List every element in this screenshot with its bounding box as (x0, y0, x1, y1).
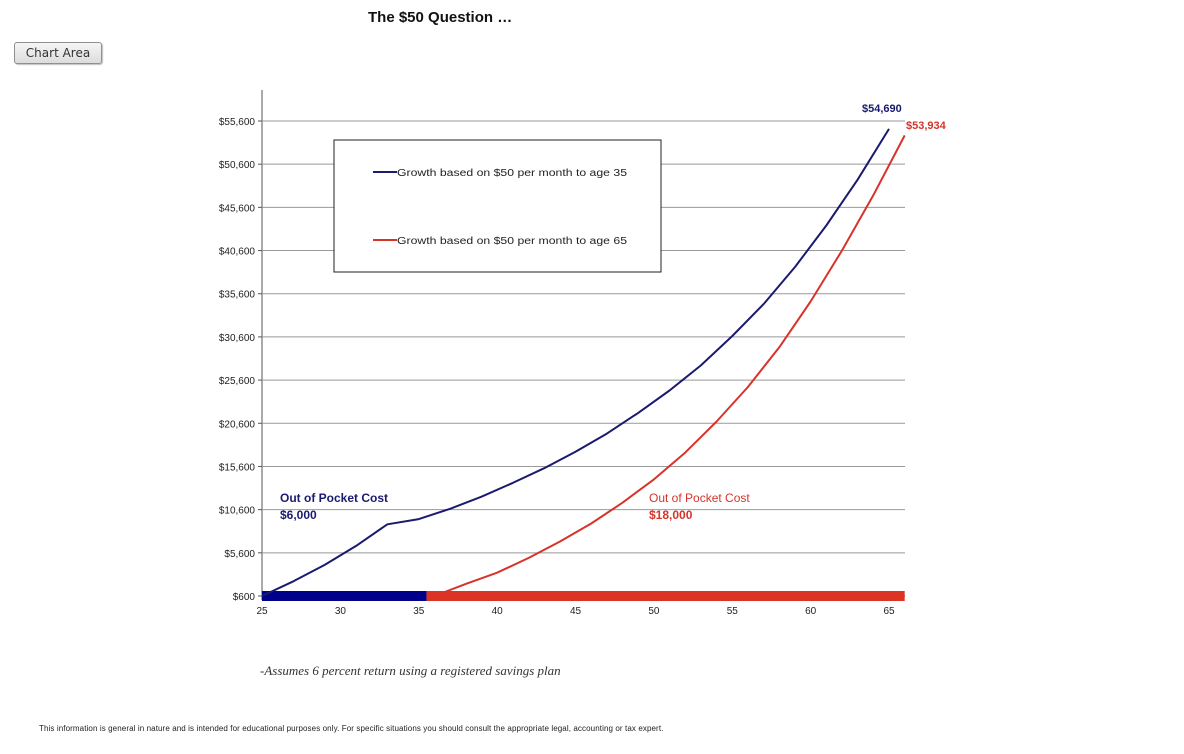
y-tick-label: $5,600 (224, 549, 255, 560)
y-tick-label: $45,600 (219, 203, 256, 214)
series-lines (261, 128, 906, 597)
legend-entry: Growth based on $50 per month to age 35 (397, 168, 628, 179)
y-tick-label: $40,600 (219, 247, 256, 258)
y-tick-label: $600 (233, 592, 256, 603)
x-tick-label: 55 (727, 606, 739, 617)
y-tick-label: $55,600 (219, 117, 256, 128)
series-line-age-35 (261, 128, 890, 597)
end-label-age-65: $53,934 (906, 120, 947, 132)
chart-title: The $50 Question … (368, 9, 513, 26)
y-tick-label: $20,600 (219, 419, 256, 430)
y-tick-label: $25,600 (219, 376, 256, 387)
annotations: Out of Pocket Cost $6,000 Out of Pocket Co… (280, 491, 750, 522)
y-tick-label: $10,600 (219, 506, 256, 517)
legend-entry: Growth based on $50 per month to age 65 (397, 236, 628, 247)
annotation-label: Out of Pocket Cost (649, 491, 750, 505)
y-axis-ticks: $600 $5,600 $10,600 $15,600 $20,600 $25,600 $3… (219, 117, 256, 603)
cost-bars (262, 591, 905, 601)
x-tick-label: 65 (883, 606, 895, 617)
x-tick-label: 25 (256, 606, 268, 617)
x-tick-label: 50 (648, 606, 660, 617)
x-tick-label: 60 (805, 606, 817, 617)
grid-lines (258, 90, 905, 600)
x-tick-label: 45 (570, 606, 582, 617)
x-tick-label: 35 (413, 606, 425, 617)
legend: Growth based on $50 per month to age 35 G… (333, 139, 662, 273)
chart-area-button[interactable]: Chart Area (14, 42, 102, 64)
annotation-value: $18,000 (649, 508, 693, 522)
x-tick-label: 30 (335, 606, 347, 617)
y-tick-label: $35,600 (219, 290, 256, 301)
y-tick-label: $15,600 (219, 462, 256, 473)
cost-bar-to-65 (426, 591, 905, 601)
end-labels: $54,690 $53,934 (862, 103, 947, 132)
x-tick-label: 40 (492, 606, 504, 617)
legend-box (333, 139, 662, 273)
end-label-age-35: $54,690 (862, 103, 902, 115)
annotation-value: $6,000 (280, 508, 317, 522)
y-tick-label: $30,600 (219, 333, 256, 344)
disclaimer-text: This information is general in nature an… (39, 724, 664, 733)
annotation-label: Out of Pocket Cost (280, 491, 388, 505)
x-axis-ticks: 25 30 35 40 45 50 55 60 65 (256, 606, 895, 617)
series-line-age-65 (434, 134, 906, 597)
cost-bar-to-35 (262, 591, 427, 601)
y-tick-label: $50,600 (219, 160, 256, 171)
assumption-footnote: -Assumes 6 percent return using a regist… (260, 663, 561, 678)
